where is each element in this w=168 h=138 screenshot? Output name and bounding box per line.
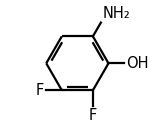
Text: F: F bbox=[89, 108, 97, 124]
Text: F: F bbox=[36, 83, 44, 98]
Text: NH₂: NH₂ bbox=[102, 6, 130, 21]
Text: OH: OH bbox=[126, 56, 149, 71]
